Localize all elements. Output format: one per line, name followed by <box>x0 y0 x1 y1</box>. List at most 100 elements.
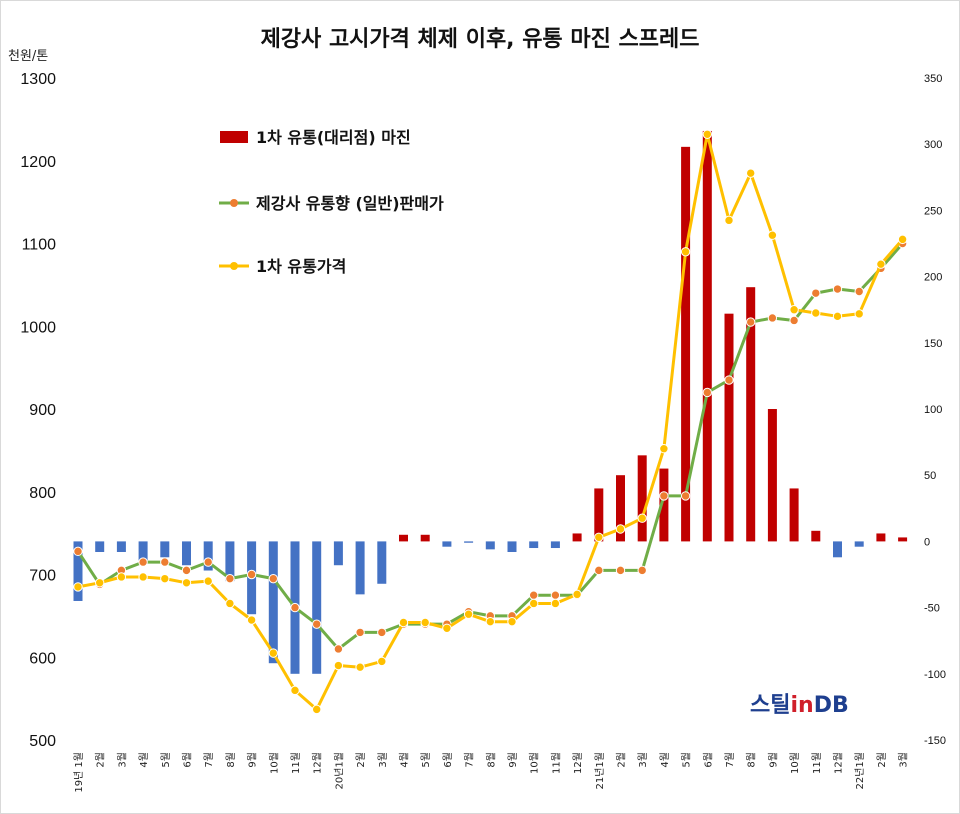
legend-swatch-margin <box>220 131 248 143</box>
mill-price-point <box>355 627 365 638</box>
y-left-tick-label: 700 <box>29 568 56 585</box>
margin-bar <box>225 541 235 582</box>
mill-price-point <box>659 491 669 501</box>
dist-price-point <box>398 617 409 628</box>
mill-price-point <box>594 565 604 576</box>
mill-price-point <box>377 627 387 638</box>
y-left-tick-label: 1200 <box>20 154 56 171</box>
margin-bar <box>420 534 430 542</box>
y-left-tick-label: 600 <box>29 650 56 667</box>
dist-price-point <box>680 247 691 257</box>
mill-price-point <box>615 565 626 576</box>
dist-price-point <box>73 582 83 592</box>
y-left-tick-label: 1000 <box>20 319 56 336</box>
x-tick-label: 5월 <box>420 752 432 768</box>
margin-bar <box>616 475 625 542</box>
dist-price-point <box>572 589 582 600</box>
y-right-tick-label: 350 <box>924 73 942 85</box>
margin-bar <box>724 313 734 542</box>
margin-bar <box>182 541 191 566</box>
margin-bar <box>594 488 604 542</box>
dist-price-point <box>420 617 430 628</box>
y-right-tick-label: -50 <box>924 603 940 615</box>
dist-price-point <box>355 662 365 672</box>
x-tick-label: 12월 <box>833 752 845 774</box>
margin-bar <box>811 530 821 542</box>
mill-price-point <box>333 644 344 654</box>
steelindb-logo: 스틸inDB <box>750 693 849 718</box>
dist-price-point <box>116 572 127 582</box>
margin-bar <box>529 541 539 549</box>
y-right-tick-label: 250 <box>924 205 942 217</box>
dist-price-point <box>485 616 495 627</box>
mill-price-point <box>767 313 778 323</box>
y-right-tick-label: -150 <box>924 735 946 747</box>
x-tick-label: 12월 <box>312 752 324 774</box>
x-tick-label: 7월 <box>724 752 736 768</box>
margin-bar <box>767 409 777 542</box>
x-tick-label: 7월 <box>203 752 215 768</box>
dist-price-point <box>550 598 561 609</box>
y-right-tick-label: 150 <box>924 338 942 350</box>
margin-bar <box>681 146 691 542</box>
margin-bar <box>442 541 452 547</box>
mill-price-point <box>811 288 821 298</box>
y-left-tick-label: 900 <box>29 402 56 419</box>
margin-bar <box>464 541 474 543</box>
x-tick-label: 9월 <box>767 752 779 768</box>
logo-part-3: DB <box>814 693 849 718</box>
x-tick-label: 2월 <box>876 752 888 768</box>
margin-bar <box>203 541 213 571</box>
dist-price-point <box>702 129 712 139</box>
dist-price-point <box>377 656 387 667</box>
margin-bar <box>550 541 560 549</box>
dist-price-point <box>746 168 756 178</box>
x-tick-label: 11월 <box>811 752 823 774</box>
margin-bar <box>637 455 647 542</box>
mill-price-point <box>637 565 647 576</box>
y-right-tick-label: -100 <box>924 669 946 681</box>
x-tick-label: 2월 <box>616 752 628 768</box>
y-right-tick-label: 50 <box>924 470 936 482</box>
x-tick-label: 8월 <box>225 752 237 768</box>
mill-price-point <box>854 286 864 297</box>
mill-price-point <box>680 491 691 501</box>
y-left-tick-labels: 1300 1200 1100 1000 900 800 700 600 500 <box>20 71 56 750</box>
mill-price-point <box>312 619 322 629</box>
mill-price-point <box>160 557 170 567</box>
chart-title: 제강사 고시가격 체제 이후, 유통 마진 스프레드 <box>261 27 700 52</box>
dist-price-point <box>181 578 192 588</box>
x-tick-label: 12월 <box>572 752 584 774</box>
mill-price-point <box>702 387 712 398</box>
x-tick-label: 3월 <box>377 752 389 768</box>
mill-price-point <box>529 590 539 600</box>
y-right-tick-label: 100 <box>924 404 942 416</box>
svg-text:스틸inDB: 스틸inDB <box>750 693 849 718</box>
margin-bar <box>268 541 278 664</box>
margin-bar <box>485 541 495 550</box>
price-lines <box>73 129 908 715</box>
dist-price-point <box>246 615 257 625</box>
margin-bar <box>746 287 756 542</box>
x-tick-label: 10월 <box>789 752 801 774</box>
x-tick-label: 8월 <box>746 752 758 768</box>
dist-price-point <box>594 532 604 542</box>
x-tick-labels: 19년 1월 2월 3월 4월 5월 6월 7월 8월 9월 10월 11월 12월 20년1월 2월 3월… <box>73 752 910 793</box>
margin-bar <box>377 541 387 584</box>
x-tick-label: 3월 <box>116 752 128 768</box>
x-tick-label: 19년 1월 <box>73 752 85 793</box>
dist-price-point <box>767 230 778 240</box>
logo-part-1: 스틸 <box>750 693 790 718</box>
dist-price-point <box>312 704 322 715</box>
dist-price-point <box>854 309 864 319</box>
dist-price-point <box>876 259 886 269</box>
dist-price-point <box>811 308 821 318</box>
dist-price-point <box>897 234 908 245</box>
x-tick-label: 5월 <box>160 752 172 768</box>
y-left-unit: 천원/톤 <box>8 49 48 64</box>
y-left-tick-label: 500 <box>29 733 56 750</box>
x-tick-label: 10월 <box>529 752 541 774</box>
dist-price-point <box>529 598 539 609</box>
dist-price-point <box>637 513 647 523</box>
mill-price-point <box>73 546 83 557</box>
